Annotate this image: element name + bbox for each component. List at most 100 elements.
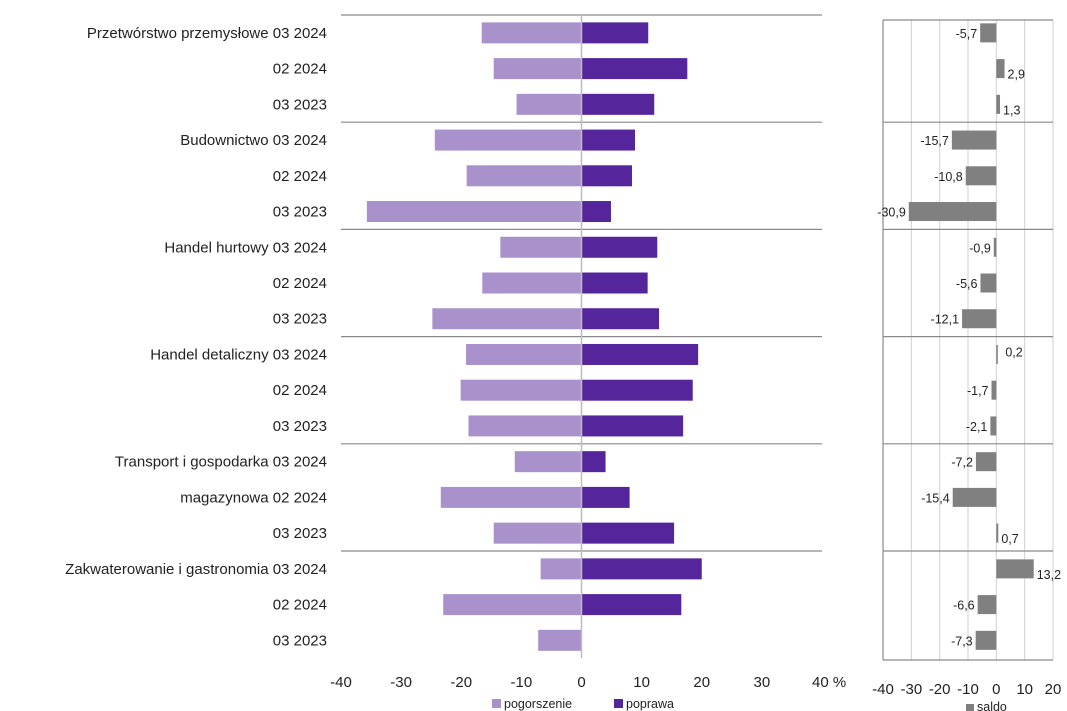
- bar-saldo: [996, 59, 1005, 79]
- row-label: 03 2023: [273, 96, 327, 113]
- bar-poprawa: [581, 594, 682, 616]
- bar-pogorszenie: [460, 379, 582, 401]
- bar-saldo: [996, 559, 1034, 579]
- row-label: 03 2023: [273, 311, 327, 328]
- data-label-saldo: 2,9: [1008, 68, 1025, 82]
- data-label-saldo: -7,3: [951, 634, 973, 648]
- bar-pogorszenie: [493, 522, 582, 544]
- bar-saldo: [952, 487, 997, 507]
- row-label: 02 2024: [273, 382, 327, 399]
- bar-poprawa: [581, 93, 655, 115]
- side-x-tick-label: -40: [872, 681, 894, 698]
- x-tick-label: -10: [511, 674, 533, 691]
- side-x-tick-label: 20: [1045, 681, 1062, 698]
- row-label: Budownictwo 03 2024: [180, 132, 327, 149]
- bar-poprawa: [581, 558, 702, 580]
- bar-pogorszenie: [540, 558, 582, 580]
- bar-poprawa: [581, 58, 688, 80]
- data-label-saldo: -30,9: [877, 206, 906, 220]
- row-label: magazynowa 02 2024: [180, 489, 327, 506]
- bar-saldo: [951, 130, 997, 150]
- row-label: Handel detaliczny 03 2024: [150, 346, 327, 363]
- row-label: 03 2023: [273, 632, 327, 649]
- row-label: 02 2024: [273, 597, 327, 614]
- bar-saldo: [980, 23, 997, 43]
- data-label-saldo: -6,6: [953, 599, 975, 613]
- bar-poprawa: [581, 272, 648, 294]
- legend-swatch-pogorszenie: [492, 699, 501, 708]
- legend-label-saldo: saldo: [977, 700, 1007, 711]
- data-label-saldo: 13,2: [1037, 568, 1061, 582]
- x-tick-label: 40 %: [812, 674, 846, 691]
- bar-pogorszenie: [516, 93, 582, 115]
- x-tick-label: 30: [754, 674, 771, 691]
- data-label-saldo: -1,7: [967, 384, 989, 398]
- row-label: 02 2024: [273, 61, 327, 78]
- bar-poprawa: [581, 379, 693, 401]
- data-label-saldo: -10,8: [934, 170, 963, 184]
- bar-pogorszenie: [366, 201, 582, 223]
- bar-saldo: [977, 595, 997, 615]
- row-label: Zakwaterowanie i gastronomia 03 2024: [65, 561, 327, 578]
- data-label-saldo: -5,7: [956, 27, 978, 41]
- bar-poprawa: [581, 129, 636, 151]
- bar-pogorszenie: [443, 594, 582, 616]
- bar-saldo: [975, 452, 997, 472]
- bar-pogorszenie: [482, 272, 582, 294]
- data-label-saldo: -15,7: [920, 134, 949, 148]
- bar-saldo: [996, 94, 1001, 114]
- bar-poprawa: [581, 308, 660, 330]
- row-label: Transport i gospodarka 03 2024: [115, 454, 327, 471]
- row-label: 03 2023: [273, 525, 327, 542]
- bar-poprawa: [581, 236, 658, 258]
- bar-poprawa: [581, 522, 675, 544]
- bar-poprawa: [581, 415, 684, 437]
- legend-swatch-poprawa: [614, 699, 623, 708]
- bar-saldo: [965, 166, 997, 186]
- x-tick-label: 0: [577, 674, 585, 691]
- bar-saldo: [975, 630, 997, 650]
- bar-pogorszenie: [466, 165, 582, 187]
- legend-label-pogorszenie: pogorszenie: [504, 697, 572, 711]
- bar-saldo: [962, 309, 997, 329]
- bar-saldo: [990, 416, 997, 436]
- bar-pogorszenie: [434, 129, 582, 151]
- bar-poprawa: [581, 165, 633, 187]
- bar-poprawa: [581, 201, 611, 223]
- bar-pogorszenie: [514, 451, 582, 473]
- side-x-tick-label: -10: [957, 681, 979, 698]
- legend-label-poprawa: poprawa: [626, 697, 674, 711]
- x-tick-label: 10: [633, 674, 650, 691]
- bar-saldo: [996, 344, 998, 364]
- bar-saldo: [991, 380, 997, 400]
- data-label-saldo: -5,6: [956, 277, 978, 291]
- bar-pogorszenie: [468, 415, 582, 437]
- x-tick-label: 20: [693, 674, 710, 691]
- bar-pogorszenie: [500, 236, 582, 258]
- bar-saldo: [980, 273, 997, 293]
- data-label-saldo: 0,7: [1001, 532, 1018, 546]
- side-x-tick-label: 0: [992, 681, 1000, 698]
- data-label-saldo: -0,9: [969, 241, 991, 255]
- legend-swatch-saldo: [966, 704, 974, 711]
- data-label-saldo: -15,4: [921, 491, 950, 505]
- bar-pogorszenie: [538, 629, 582, 651]
- x-tick-label: -40: [330, 674, 352, 691]
- side-x-tick-label: -20: [929, 681, 951, 698]
- bar-pogorszenie: [432, 308, 582, 330]
- side-x-tick-label: 10: [1016, 681, 1033, 698]
- row-label: 02 2024: [273, 275, 327, 292]
- data-label-saldo: -7,2: [951, 456, 973, 470]
- row-label: 02 2024: [273, 168, 327, 185]
- x-tick-label: -20: [450, 674, 472, 691]
- bar-pogorszenie: [493, 58, 582, 80]
- bar-saldo: [908, 202, 997, 222]
- data-label-saldo: 0,2: [1005, 345, 1022, 359]
- row-label: 03 2023: [273, 418, 327, 435]
- side-x-tick-label: -30: [900, 681, 922, 698]
- bar-saldo: [993, 237, 997, 257]
- bar-pogorszenie: [466, 343, 582, 365]
- bar-poprawa: [581, 22, 649, 44]
- x-tick-label: -30: [390, 674, 412, 691]
